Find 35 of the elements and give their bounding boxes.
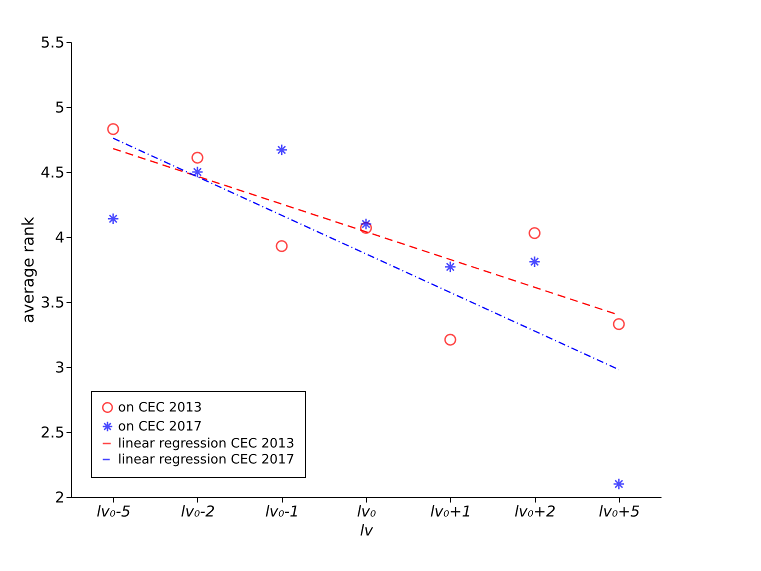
point — [276, 240, 288, 252]
point — [444, 260, 456, 273]
point — [276, 144, 288, 156]
point — [528, 256, 541, 268]
point — [528, 227, 541, 240]
point — [191, 166, 204, 178]
x-tick-label: lv₀+1 — [430, 502, 472, 520]
point — [612, 478, 625, 490]
point — [444, 334, 456, 346]
x-tick-label: lv₀-2 — [180, 502, 215, 520]
point — [191, 152, 204, 164]
y-tick-label: 2.5 — [40, 424, 64, 442]
y-tick-label: 4.5 — [40, 164, 64, 182]
x-tick-label: lv₀-1 — [265, 502, 300, 520]
y-tick-label: 3.5 — [40, 294, 64, 312]
y-tick-label: 2 — [54, 488, 64, 506]
point — [612, 318, 625, 330]
y-tick-label: 5.5 — [40, 34, 64, 52]
point — [107, 212, 120, 225]
point — [360, 222, 372, 234]
y-tick-label: 4 — [54, 228, 64, 246]
y-tick-label: 3 — [54, 358, 64, 376]
x-tick-label: lv₀+2 — [514, 502, 556, 520]
y-axis-title: average rank — [18, 216, 38, 324]
point — [107, 123, 120, 136]
legend-label: on CEC 2013 — [118, 400, 202, 416]
legend-label: on CEC 2017 — [118, 420, 202, 434]
x-axis-title: lv — [360, 522, 374, 540]
x-tick-label: lv₀ — [356, 502, 376, 520]
x-tick-label: lv₀+5 — [598, 502, 640, 520]
point — [360, 218, 372, 230]
legend-label: linear regression CEC 2013 — [118, 436, 294, 452]
legend-label: linear regression CEC 2017 — [118, 452, 294, 468]
y-tick-label: 5 — [54, 98, 64, 116]
x-tick-label: lv₀-5 — [96, 502, 131, 520]
